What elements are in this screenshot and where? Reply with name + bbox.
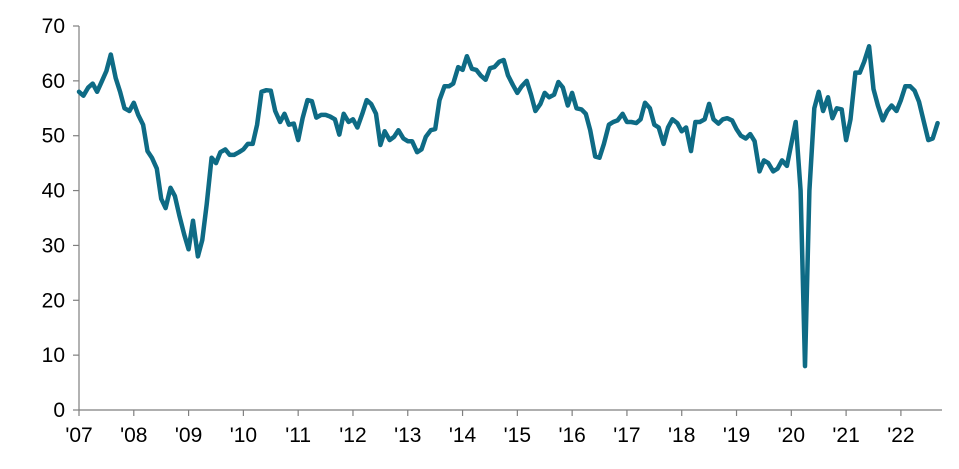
x-tick-label: '08 (120, 424, 147, 447)
x-tick-label: '11 (285, 424, 311, 447)
x-tick-label: '22 (887, 424, 914, 447)
series-layer (76, 44, 940, 369)
x-tick-label: '20 (778, 424, 805, 447)
y-axis: 0 10 20 30 40 50 60 70 (42, 15, 80, 422)
x-tick-label: '15 (504, 424, 531, 447)
y-tick-label: 50 (42, 125, 65, 148)
x-axis: '07 '08 '09 '10 '11 '12 '13 '14 '15 '16 '17 '18 '19 '… (65, 409, 942, 447)
x-tick-label: '10 (230, 424, 257, 447)
y-tick-label: 70 (42, 15, 65, 38)
x-tick-label: '17 (613, 424, 640, 447)
x-tick-label: '07 (65, 424, 92, 447)
x-tick-label: '19 (723, 424, 750, 447)
x-tick-label: '18 (668, 424, 695, 447)
y-tick-label: 40 (42, 180, 65, 203)
x-tick-label: '13 (394, 424, 421, 447)
series-line (76, 44, 940, 369)
x-tick-label: '21 (832, 424, 859, 447)
x-tick-label: '14 (449, 424, 477, 447)
y-tick-label: 20 (42, 289, 65, 312)
x-tick-label: '16 (558, 424, 585, 447)
x-tick-label: '12 (339, 424, 366, 447)
y-tick-label: 10 (42, 344, 65, 367)
y-tick-label: 0 (53, 399, 65, 422)
y-tick-label: 60 (42, 70, 65, 93)
y-tick-label: 30 (42, 234, 65, 257)
x-tick-label: '09 (175, 424, 202, 447)
